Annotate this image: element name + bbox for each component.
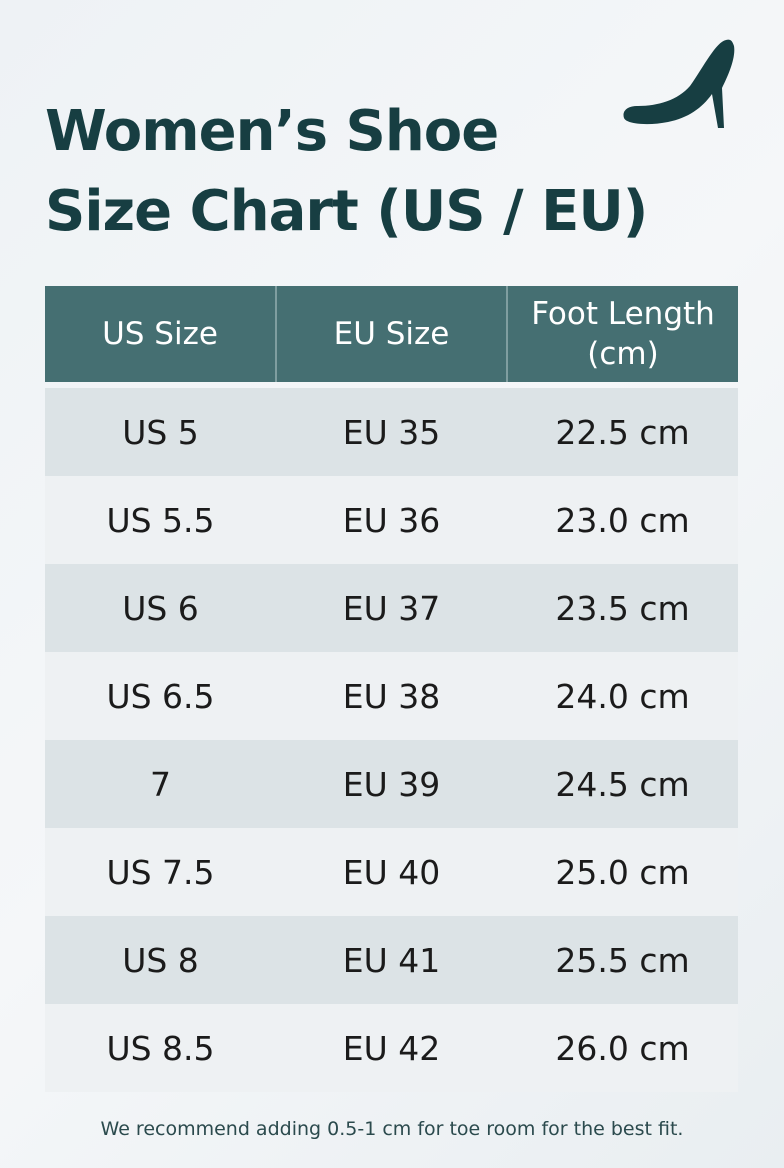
table-row: 7 EU 39 24.5 cm — [45, 740, 738, 828]
table-cell: US 8.5 — [45, 1004, 276, 1092]
table-cell: 7 — [45, 740, 276, 828]
table-cell: EU 42 — [276, 1004, 507, 1092]
table-row: US 7.5 EU 40 25.0 cm — [45, 828, 738, 916]
table-cell: US 6.5 — [45, 652, 276, 740]
table-cell: EU 39 — [276, 740, 507, 828]
table-cell: 22.5 cm — [507, 388, 738, 476]
column-header: US Size — [45, 286, 276, 382]
title: Women’s Shoe Size Chart (US / EU) — [45, 92, 648, 252]
shoe-icon — [623, 39, 735, 128]
size-table: US Size EU Size Foot Length (cm) US 5 EU 35… — [45, 286, 738, 1092]
table-cell: 26.0 cm — [507, 1004, 738, 1092]
table-cell: 23.5 cm — [507, 564, 738, 652]
table-row: US 8 EU 41 25.5 cm — [45, 916, 738, 1004]
table-cell: US 5 — [45, 388, 276, 476]
table-cell: EU 37 — [276, 564, 507, 652]
table-cell: US 5.5 — [45, 476, 276, 564]
table-cell: EU 35 — [276, 388, 507, 476]
table-cell: 25.0 cm — [507, 828, 738, 916]
title-line: Size Chart (US / EU) — [45, 179, 648, 244]
table-row: US 5.5 EU 36 23.0 cm — [45, 476, 738, 564]
table-cell: 25.5 cm — [507, 916, 738, 1004]
table-row: US 6 EU 37 23.5 cm — [45, 564, 738, 652]
table-cell: EU 40 — [276, 828, 507, 916]
table-cell: EU 38 — [276, 652, 507, 740]
table-cell: US 7.5 — [45, 828, 276, 916]
table-cell: EU 41 — [276, 916, 507, 1004]
footnote: We recommend adding 0.5-1 cm for toe roo… — [100, 1118, 684, 1140]
table-row: US 8.5 EU 42 26.0 cm — [45, 1004, 738, 1092]
table-body: US 5 EU 35 22.5 cm US 5.5 EU 36 23.0 cm US 6 EU… — [45, 382, 738, 1092]
header-row: US Size EU Size Foot Length (cm) — [45, 286, 738, 382]
table-cell: 23.0 cm — [507, 476, 738, 564]
table-cell: EU 36 — [276, 476, 507, 564]
table-row: US 5 EU 35 22.5 cm — [45, 388, 738, 476]
table-row: US 6.5 EU 38 24.0 cm — [45, 652, 738, 740]
table-cell: 24.0 cm — [507, 652, 738, 740]
table-cell: 24.5 cm — [507, 740, 738, 828]
title-line: Women’s Shoe — [45, 99, 499, 164]
table-cell: US 8 — [45, 916, 276, 1004]
column-header: Foot Length (cm) — [506, 286, 738, 382]
table-cell: US 6 — [45, 564, 276, 652]
column-header: EU Size — [275, 286, 507, 382]
